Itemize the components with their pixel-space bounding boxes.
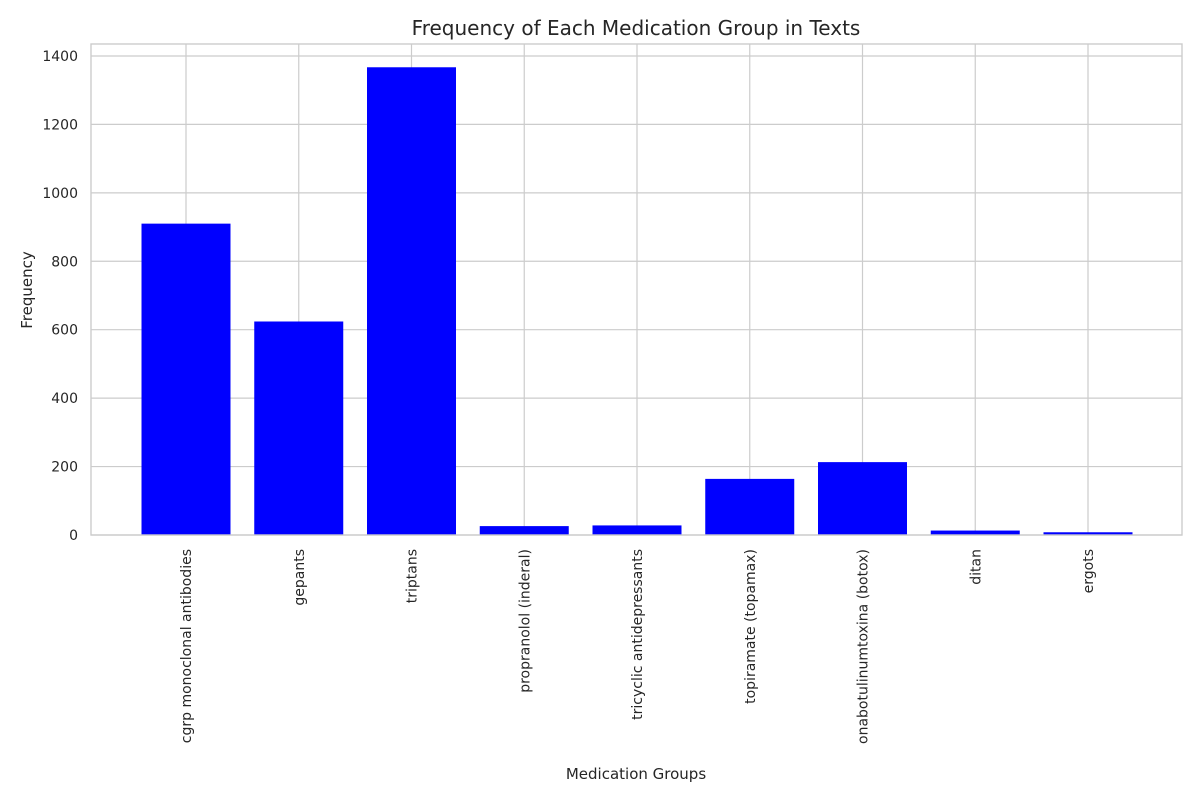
x-axis-label: Medication Groups xyxy=(566,765,706,783)
bar xyxy=(254,321,344,535)
bar xyxy=(1043,532,1133,535)
y-tick-label: 200 xyxy=(51,460,78,476)
bar xyxy=(818,462,907,535)
bar xyxy=(141,223,231,535)
x-tick-label: tricyclic antidepressants xyxy=(630,549,646,720)
x-tick-label: triptans xyxy=(405,549,421,603)
y-axis-ticks: 0 200 400 600 800 1000 1200 1400 xyxy=(42,49,78,544)
x-axis-ticks: cgrp monoclonal antibodies gepants triptan… xyxy=(179,549,1097,744)
bars xyxy=(141,67,1133,535)
y-tick-label: 1200 xyxy=(42,117,78,133)
y-tick-label: 1000 xyxy=(42,186,78,202)
y-tick-label: 0 xyxy=(69,528,78,544)
x-tick-label: ditan xyxy=(968,549,984,585)
y-tick-label: 600 xyxy=(51,323,78,339)
y-tick-label: 800 xyxy=(51,254,78,270)
x-tick-label: cgrp monoclonal antibodies xyxy=(179,549,195,743)
x-tick-label: onabotulinumtoxina (botox) xyxy=(856,549,872,744)
x-tick-label: ergots xyxy=(1081,549,1097,593)
y-tick-label: 400 xyxy=(51,391,78,407)
chart-title: Frequency of Each Medication Group in Te… xyxy=(412,16,861,40)
y-tick-label: 1400 xyxy=(42,49,78,65)
plot-frame xyxy=(90,43,1183,536)
bar xyxy=(705,478,795,535)
bar xyxy=(592,525,682,535)
x-tick-label: propranolol (inderal) xyxy=(517,549,533,693)
bar xyxy=(930,530,1020,535)
bar xyxy=(367,67,456,535)
bar xyxy=(479,526,569,535)
y-axis-label: Frequency xyxy=(18,251,36,329)
x-tick-label: topiramate (topamax) xyxy=(743,549,759,704)
x-tick-label: gepants xyxy=(292,549,308,606)
